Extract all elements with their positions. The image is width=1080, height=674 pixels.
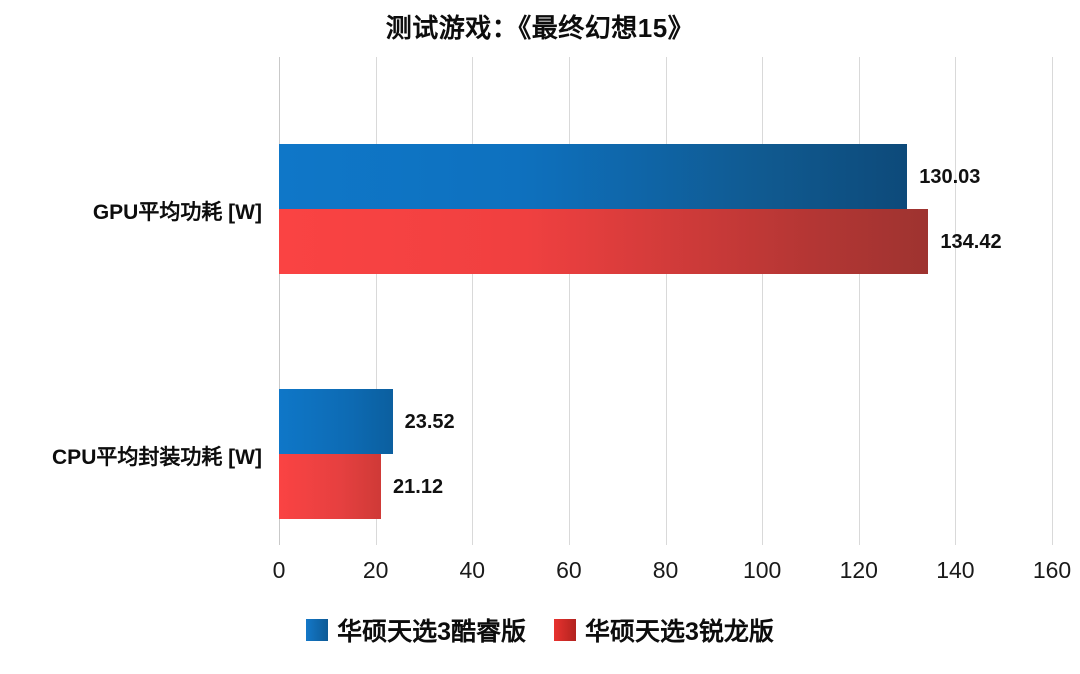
gridline-160 (1052, 57, 1053, 545)
bar-value-label: 23.52 (404, 410, 455, 433)
x-tick-label: 80 (652, 557, 679, 583)
y-axis-category-label: CPU平均封装功耗 [W] (52, 446, 262, 469)
legend-swatch-icon (554, 619, 576, 641)
plot-area: 130.03 134.42 23.52 21.12 (279, 57, 1053, 545)
bar (279, 454, 382, 519)
x-tick-label: 60 (556, 557, 582, 583)
bar (279, 389, 393, 454)
bar (279, 209, 929, 274)
legend-swatch-icon (306, 619, 329, 641)
x-tick-label: 0 (272, 557, 286, 583)
x-tick-label: 120 (839, 557, 878, 583)
x-tick-label: 100 (742, 557, 782, 583)
gridline-80 (665, 57, 667, 545)
legend-label: 华硕天选3酷睿版 (337, 618, 526, 646)
bar-value-label: 134.42 (940, 230, 1002, 253)
y-axis-category-label: GPU平均功耗 [W] (92, 201, 262, 224)
gridline-40 (472, 57, 474, 545)
bar-value-label: 130.03 (919, 165, 981, 188)
chart-title: 测试游戏：《最终幻想15》 (385, 13, 695, 43)
x-tick-label: 40 (459, 557, 486, 583)
gridline-100 (762, 57, 764, 545)
x-tick-label: 20 (362, 557, 389, 583)
gridline-120 (858, 57, 860, 545)
gridline-0 (279, 57, 280, 545)
gridline-140 (955, 57, 957, 545)
x-tick-label: 160 (1032, 557, 1072, 583)
bar-value-label: 21.12 (393, 475, 444, 498)
gridline-60 (568, 57, 570, 545)
bar (279, 144, 908, 209)
x-tick-label: 140 (936, 557, 975, 583)
legend-item[interactable]: 华硕天选3锐龙版 (554, 612, 774, 648)
chart-legend: 华硕天选3酷睿版 华硕天选3锐龙版 (0, 612, 1080, 648)
legend-label: 华硕天选3锐龙版 (585, 618, 774, 646)
legend-item[interactable]: 华硕天选3酷睿版 (306, 612, 526, 648)
gridline-20 (375, 57, 377, 545)
